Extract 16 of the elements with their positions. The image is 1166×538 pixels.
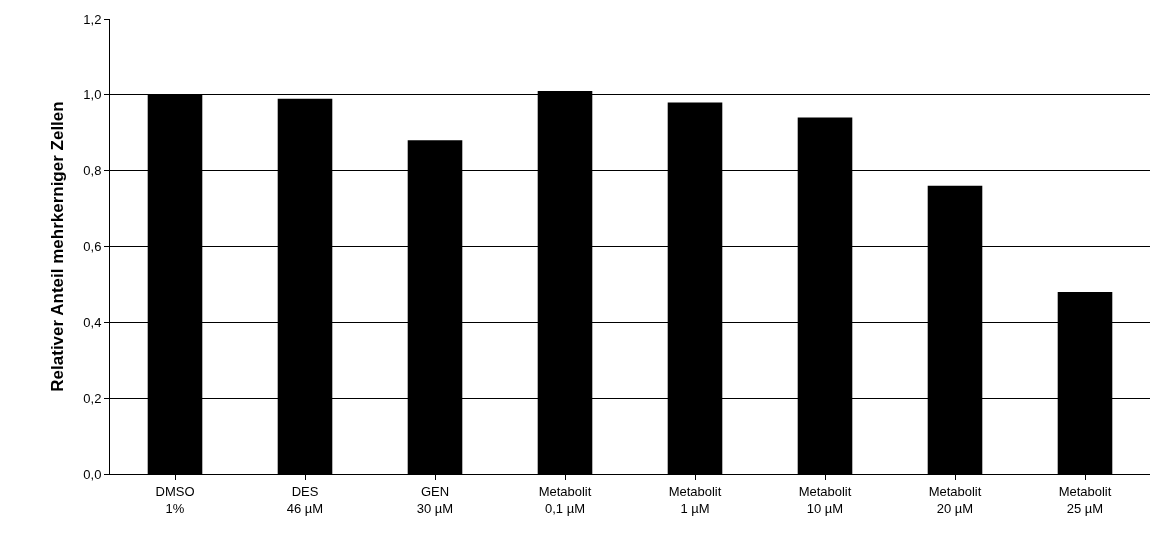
x-tick-label: Metabolit 0,1 µM <box>538 483 592 516</box>
y-tick-label: 0,0 <box>83 466 102 482</box>
y-tick-label: 1,2 <box>83 11 102 27</box>
y-axis-title: Relativer Anteil mehrkerniger Zellen <box>47 101 67 392</box>
y-tick-label: 0,6 <box>83 239 102 255</box>
x-tick-label: DMSO 1% <box>155 483 195 516</box>
x-tick-label: Metabolit 10 µM <box>798 483 852 516</box>
x-tick-label: Metabolit 20 µM <box>928 483 982 516</box>
y-tick-label: 0,8 <box>83 163 102 179</box>
x-tick-label: Metabolit 25 µM <box>1058 483 1112 516</box>
y-tick-label: 1,0 <box>83 87 102 103</box>
x-tick-label: DES 46 µM <box>286 483 324 516</box>
y-tick-label: 0,2 <box>83 390 102 406</box>
x-tick-label: GEN 30 µM <box>416 483 454 516</box>
x-tick-label: Metabolit 1 µM <box>668 483 722 516</box>
y-tick-label: 0,4 <box>83 314 102 330</box>
